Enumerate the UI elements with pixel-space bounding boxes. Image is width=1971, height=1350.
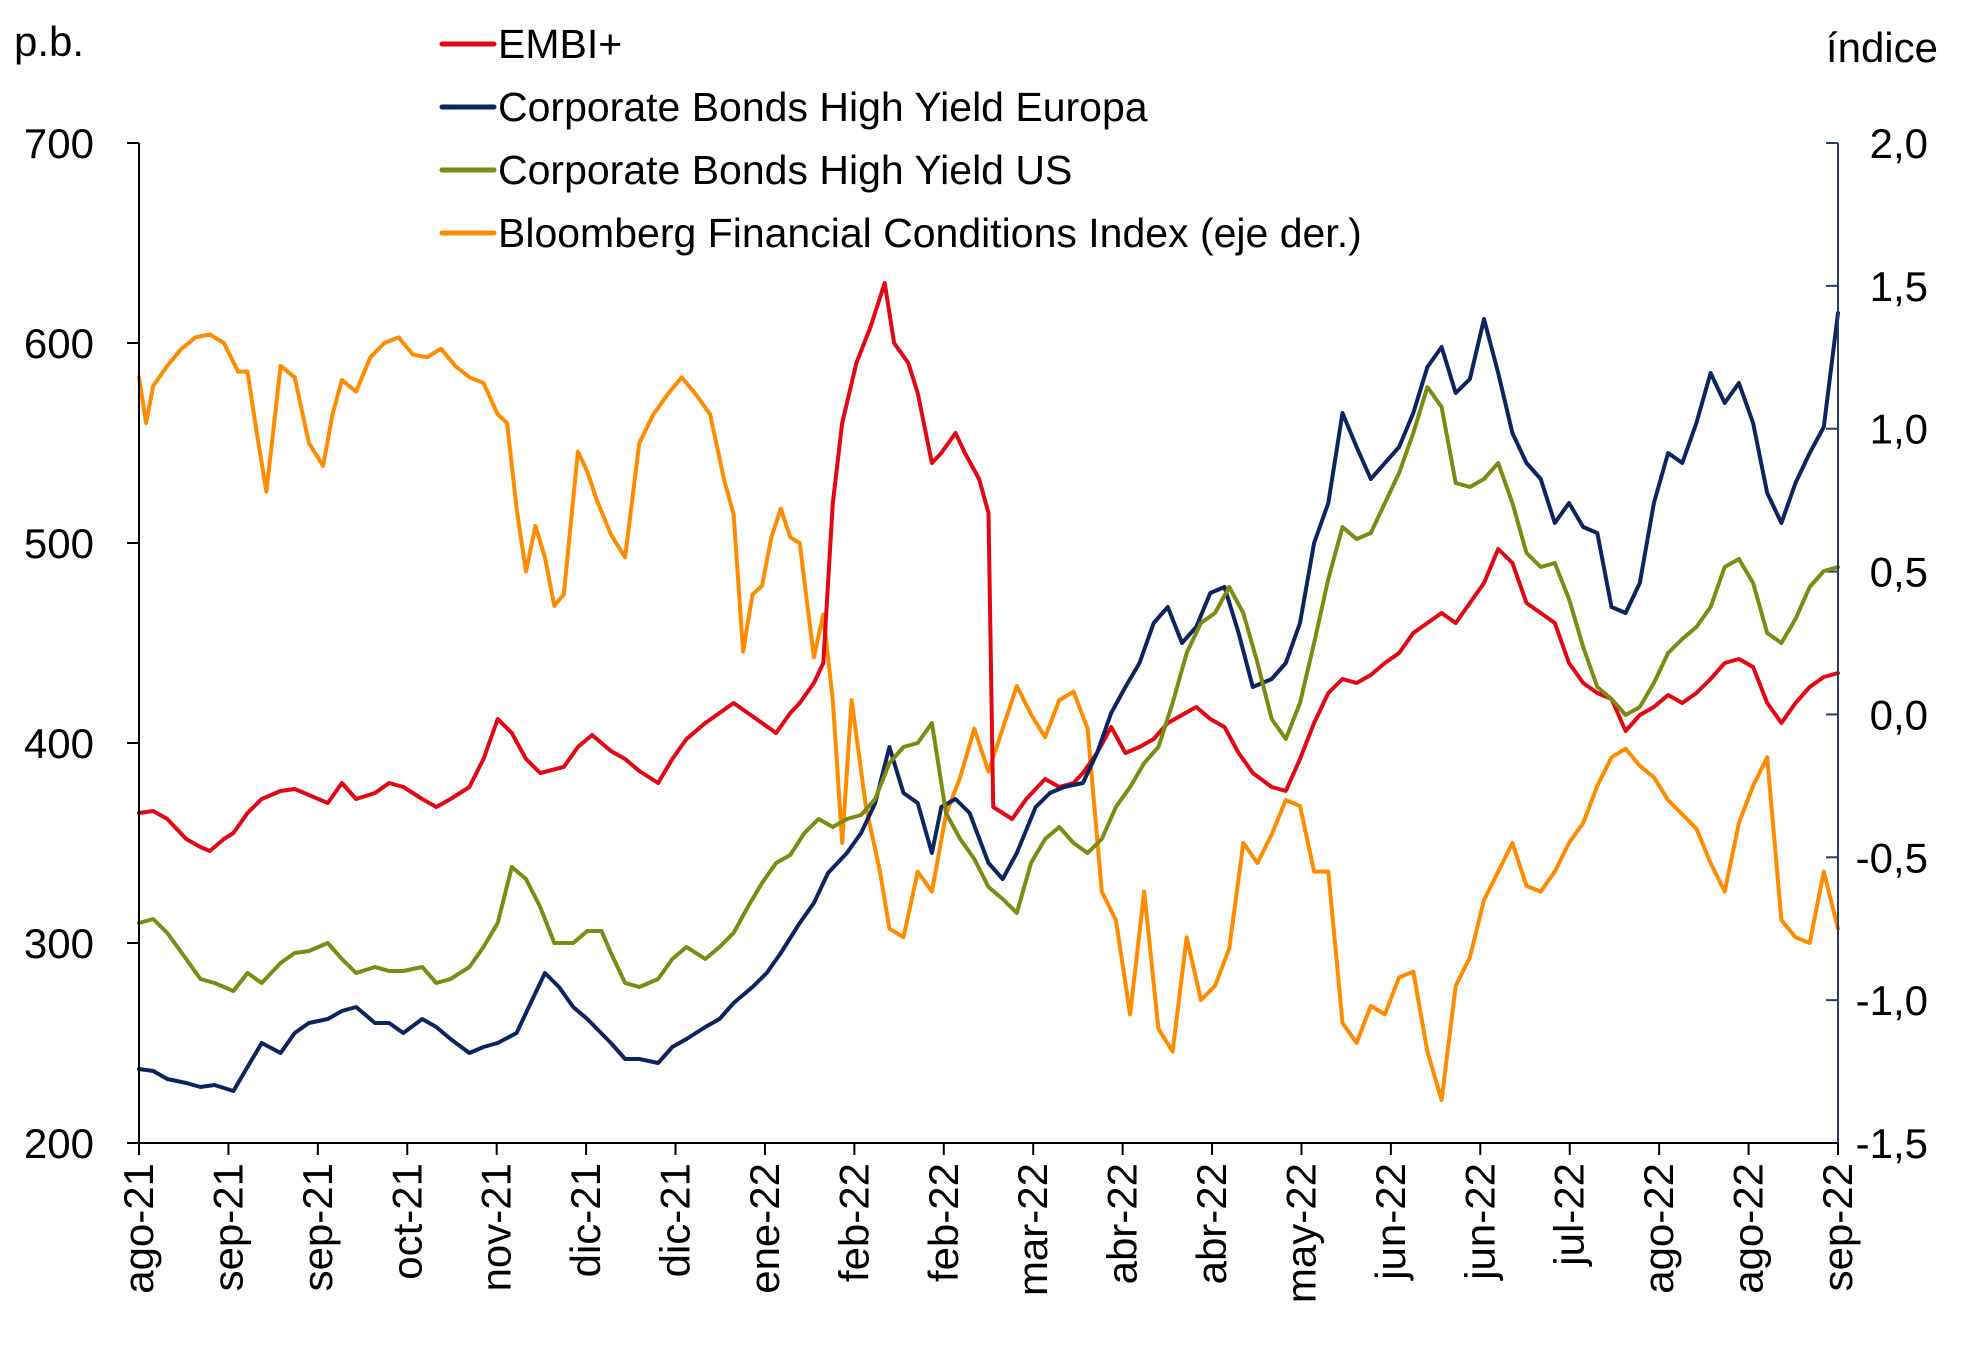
left-tick-label: 400 <box>24 720 94 767</box>
left-tick-label: 600 <box>24 320 94 367</box>
x-tick-label: jul-22 <box>1546 1163 1593 1268</box>
x-tick-label: abr-22 <box>1188 1163 1235 1284</box>
x-tick-label: feb-22 <box>830 1163 877 1282</box>
chart-legend: EMBI+ Corporate Bonds High Yield Europa Co… <box>439 21 1362 256</box>
x-tick-label: mar-22 <box>1009 1163 1056 1296</box>
x-tick-label: oct-21 <box>383 1163 430 1280</box>
series-line-2 <box>137 385 1840 993</box>
x-tick-label: sep-21 <box>204 1163 251 1291</box>
x-tick-label: abr-22 <box>1099 1163 1146 1284</box>
right-tick-label: 2,0 <box>1870 120 1928 167</box>
x-tick-label: ago-22 <box>1725 1163 1772 1294</box>
right-tick-label: 1,0 <box>1870 406 1928 453</box>
left-axis-unit-label: p.b. <box>14 18 84 65</box>
right-axis-ticks: 2,0 1,5 1,0 0,5 0,0 -0,5 -1,0 -1,5 <box>1826 120 1928 1167</box>
left-tick-label: 200 <box>24 1120 94 1167</box>
x-tick-label: nov-21 <box>473 1163 520 1291</box>
x-tick-label: feb-22 <box>920 1163 967 1282</box>
right-tick-label: -1,0 <box>1856 977 1928 1024</box>
x-tick-label: sep-22 <box>1814 1163 1861 1291</box>
series-line-1 <box>137 311 1840 1093</box>
right-tick-label: -1,5 <box>1856 1120 1928 1167</box>
x-tick-label: ene-22 <box>741 1163 788 1294</box>
series-line-3 <box>137 332 1840 1103</box>
series-line-0 <box>137 281 1840 853</box>
legend-label-0: EMBI+ <box>498 21 622 67</box>
legend-label-2: Corporate Bonds High Yield US <box>498 147 1072 193</box>
x-axis-ticks: ago-21 sep-21 sep-21 oct-21 nov-21 dic-21 dic-… <box>115 1143 1861 1303</box>
legend-label-1: Corporate Bonds High Yield Europa <box>498 84 1148 130</box>
left-tick-label: 700 <box>24 120 94 167</box>
legend-label-3: Bloomberg Financial Conditions Index (ej… <box>498 210 1362 256</box>
right-axis-unit-label: índice <box>1826 24 1938 71</box>
right-tick-label: 0,5 <box>1870 549 1928 596</box>
x-tick-label: jun-22 <box>1456 1163 1503 1282</box>
right-tick-label: 0,0 <box>1870 691 1928 738</box>
left-tick-label: 300 <box>24 920 94 967</box>
right-tick-label: 1,5 <box>1870 263 1928 310</box>
right-tick-label: -0,5 <box>1856 834 1928 881</box>
left-axis-ticks: 700 600 500 400 300 200 <box>24 120 139 1167</box>
x-tick-label: dic-21 <box>562 1163 609 1277</box>
x-tick-label: may-22 <box>1277 1163 1324 1303</box>
x-tick-label: dic-21 <box>652 1163 699 1277</box>
x-tick-label: ago-22 <box>1635 1163 1682 1294</box>
x-tick-label: jun-22 <box>1367 1163 1414 1282</box>
left-tick-label: 500 <box>24 520 94 567</box>
series-layer <box>137 281 1840 1103</box>
x-tick-label: ago-21 <box>115 1163 162 1294</box>
x-tick-label: sep-21 <box>294 1163 341 1291</box>
